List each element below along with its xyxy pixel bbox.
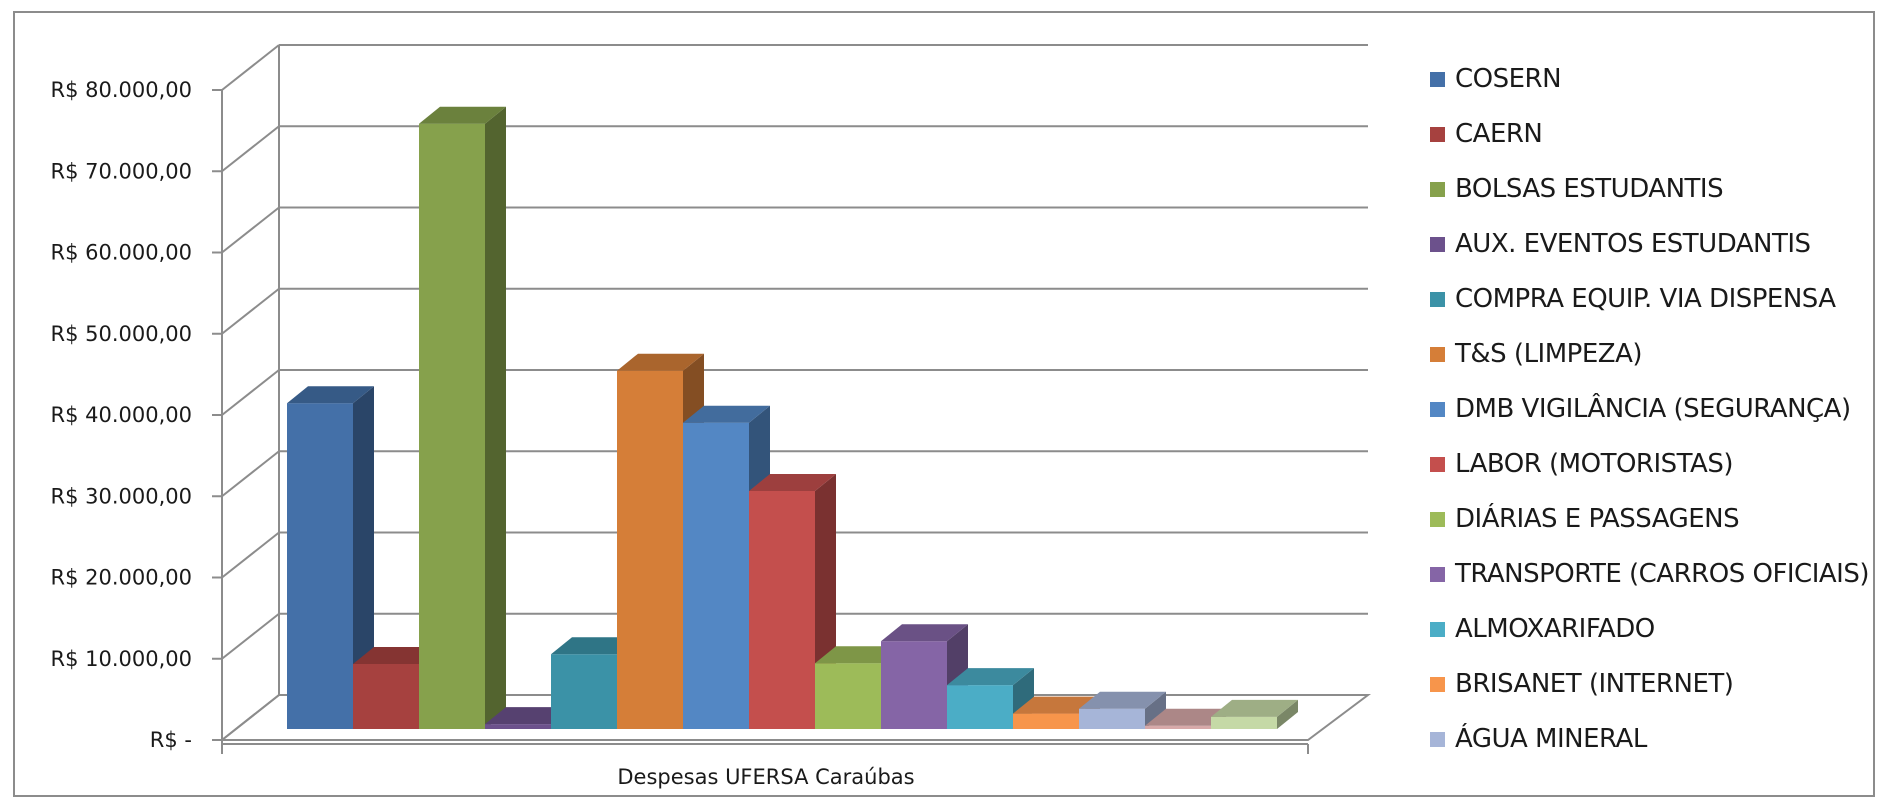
legend-swatch bbox=[1430, 291, 1445, 307]
legend-swatch bbox=[1430, 566, 1445, 582]
legend-swatch bbox=[1430, 71, 1445, 87]
bar bbox=[1211, 699, 1298, 729]
legend-label: CAERN bbox=[1455, 119, 1543, 149]
gridline bbox=[212, 287, 1368, 335]
legend-swatch bbox=[1430, 456, 1445, 472]
legend-item: BOLSAS ESTUDANTIS bbox=[1430, 174, 1724, 204]
bars bbox=[287, 106, 1298, 729]
legend-swatch bbox=[1430, 511, 1445, 527]
bar bbox=[1079, 691, 1166, 729]
legend-label: BOLSAS ESTUDANTIS bbox=[1455, 174, 1724, 204]
bar bbox=[287, 386, 374, 729]
legend-item: COMPRA EQUIP. VIA DISPENSA bbox=[1430, 284, 1836, 314]
bar bbox=[419, 106, 506, 729]
legend-swatch bbox=[1430, 126, 1445, 142]
y-tick-label: R$ - bbox=[150, 728, 192, 752]
floor bbox=[219, 694, 1371, 741]
legend-label: DIÁRIAS E PASSAGENS bbox=[1455, 504, 1740, 534]
legend-label: AUX. EVENTOS ESTUDANTIS bbox=[1455, 229, 1811, 259]
gridline bbox=[212, 206, 1368, 254]
y-axis-ticks: R$ - R$ 10.000,00 R$ 20.000,00 R$ 30.000,00… bbox=[50, 78, 192, 752]
legend-item: CAERN bbox=[1430, 119, 1543, 149]
y-tick-label: R$ 80.000,00 bbox=[50, 78, 192, 102]
y-tick-label: R$ 40.000,00 bbox=[50, 403, 192, 427]
legend-label: ÁGUA MINERAL bbox=[1455, 724, 1647, 754]
legend-item: LABOR (MOTORISTAS) bbox=[1430, 449, 1733, 479]
legend-item: BRISANET (INTERNET) bbox=[1430, 669, 1734, 699]
legend-label: COMPRA EQUIP. VIA DISPENSA bbox=[1455, 284, 1836, 314]
legend-label: DMB VIGILÂNCIA (SEGURANÇA) bbox=[1455, 394, 1851, 424]
legend-swatch bbox=[1430, 676, 1445, 692]
legend-swatch bbox=[1430, 181, 1445, 197]
legend-label: ALMOXARIFADO bbox=[1455, 614, 1655, 644]
legend-item: ALMOXARIFADO bbox=[1430, 614, 1655, 644]
legend-swatch bbox=[1430, 401, 1445, 417]
gridline bbox=[212, 369, 1368, 416]
y-tick-label: R$ 50.000,00 bbox=[50, 322, 192, 346]
legend-swatch bbox=[1430, 621, 1445, 637]
legend-item: T&S (LIMPEZA) bbox=[1430, 339, 1643, 369]
legend-label: LABOR (MOTORISTAS) bbox=[1455, 449, 1733, 479]
legend-swatch bbox=[1430, 236, 1445, 252]
y-tick-label: R$ 30.000,00 bbox=[50, 484, 192, 508]
y-tick-label: R$ 70.000,00 bbox=[50, 159, 192, 183]
y-tick-label: R$ 20.000,00 bbox=[50, 566, 192, 590]
legend-label: COSERN bbox=[1455, 64, 1562, 94]
legend-item: DIÁRIAS E PASSAGENS bbox=[1430, 504, 1740, 534]
gridline bbox=[212, 125, 1368, 173]
gridline bbox=[212, 44, 1368, 91]
legend-item: COSERN bbox=[1430, 64, 1562, 94]
legend-swatch bbox=[1430, 346, 1445, 362]
legend-item: TRANSPORTE (CARROS OFICIAIS) bbox=[1430, 559, 1869, 589]
legend-swatch bbox=[1430, 731, 1445, 747]
legend-label: T&S (LIMPEZA) bbox=[1455, 339, 1643, 369]
y-tick-label: R$ 60.000,00 bbox=[50, 241, 192, 265]
legend-label: TRANSPORTE (CARROS OFICIAIS) bbox=[1455, 559, 1869, 589]
y-tick-label: R$ 10.000,00 bbox=[50, 647, 192, 671]
legend-label: BRISANET (INTERNET) bbox=[1455, 669, 1734, 699]
legend-item: ÁGUA MINERAL bbox=[1430, 724, 1647, 754]
legend-item: AUX. EVENTOS ESTUDANTIS bbox=[1430, 229, 1811, 259]
legend-item: DMB VIGILÂNCIA (SEGURANÇA) bbox=[1430, 394, 1851, 424]
x-category-label: Despesas UFERSA Caraúbas bbox=[617, 765, 914, 789]
